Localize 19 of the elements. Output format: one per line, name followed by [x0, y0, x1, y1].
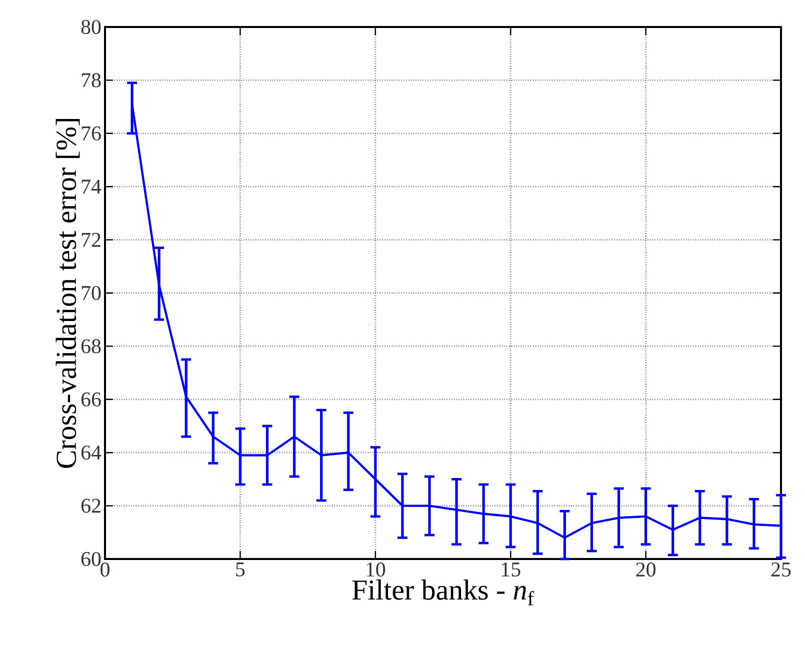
- y-tick-label: 68: [81, 339, 101, 354]
- x-tick-label: 25: [771, 562, 791, 577]
- y-tick-label: 76: [82, 126, 101, 140]
- y-tick-label: 64: [81, 446, 102, 460]
- y-tick-label: 60: [81, 552, 101, 566]
- x-tick-label: 20: [636, 562, 656, 577]
- y-tick-label: 66: [81, 392, 101, 406]
- y-tick-label: 78: [82, 73, 101, 88]
- x-axis-title: Filter banks - n$_{f}$: [352, 579, 534, 606]
- y-tick-label: 72: [82, 232, 100, 247]
- y-tick-label: 80: [81, 20, 101, 34]
- x-tick-label: 10: [366, 562, 386, 577]
- y-tick-label: 62: [81, 498, 100, 513]
- y-axis-title: Cross-validation test error [%]: [56, 118, 80, 468]
- x-tick-label: 15: [502, 562, 520, 577]
- x-tick-label: 0: [100, 562, 110, 577]
- y-tick-label: 74: [82, 180, 102, 194]
- x-tick-label: 5: [236, 562, 245, 576]
- y-tick-label: 70: [82, 286, 101, 300]
